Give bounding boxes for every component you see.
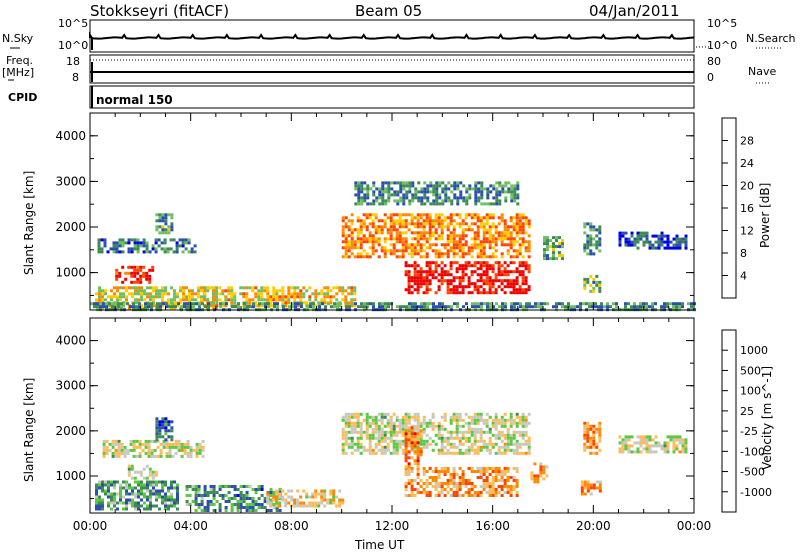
power-ytick-label: 4000 <box>55 129 86 143</box>
xtick-label: 00:00 <box>677 519 712 533</box>
power-tick-label: 4 <box>740 270 747 283</box>
power-region <box>155 213 174 235</box>
date-title: 04/Jan/2011 <box>589 2 680 20</box>
power-tick-label: 16 <box>740 202 754 215</box>
power-ytick-label: 2000 <box>55 220 86 234</box>
velocity-tick-label: 100 <box>740 385 761 398</box>
nsky-tick-high: 10^5 <box>58 17 89 30</box>
velocity-region <box>404 467 519 497</box>
power-region <box>618 231 688 250</box>
velocity-region <box>580 480 602 496</box>
power-ylabel: Slant Range [km] <box>22 170 36 275</box>
freq-unit-label: [MHz] <box>2 66 35 79</box>
velocity-ytick-label: 1000 <box>55 469 86 483</box>
velocity-region <box>127 464 158 480</box>
power-region <box>543 236 564 261</box>
power-region <box>97 238 197 254</box>
velocity-tick-label: -25 <box>740 425 758 438</box>
cpid-mode: normal 150 <box>96 93 173 107</box>
xtick-label: 12:00 <box>375 519 410 533</box>
velocity-region <box>341 412 531 455</box>
xtick-label: 16:00 <box>475 519 510 533</box>
velocity-tick-label: 500 <box>740 364 761 377</box>
velocity-region <box>155 417 174 442</box>
velocity-region <box>404 426 423 469</box>
nsky-line <box>89 31 695 40</box>
freq-tick-high: 18 <box>66 55 80 68</box>
velocity-tick-label: -1000 <box>740 486 772 499</box>
station-title: Stokkseyri (fitACF) <box>90 2 230 20</box>
velocity-colorbar-label: Velocity [m s^-1] <box>760 365 774 470</box>
xtick-label: 04:00 <box>173 519 208 533</box>
xtick-label: 20:00 <box>576 519 611 533</box>
power-region <box>341 213 531 259</box>
velocity-region <box>102 439 205 458</box>
velocity-region <box>95 480 179 511</box>
nsearch-tick-low: 10^0 <box>707 39 738 52</box>
velocity-ytick-label: 2000 <box>55 424 86 438</box>
xtick-label: 00:00 <box>73 519 108 533</box>
freq-label: Freq. <box>6 54 34 67</box>
power-region <box>583 274 602 293</box>
freq-tick-low: 8 <box>72 71 79 84</box>
nsky-label: N.Sky <box>2 32 34 45</box>
velocity-region <box>583 421 602 455</box>
velocity-tick-label: 25 <box>740 405 754 418</box>
xaxis-label: Time UT <box>355 538 405 552</box>
power-tick-label: 20 <box>740 180 754 193</box>
power-frame <box>89 112 695 311</box>
velocity-tick-label: -500 <box>740 466 765 479</box>
velocity-region <box>185 485 282 512</box>
power-region <box>115 265 155 284</box>
cpid-label: CPID <box>8 91 38 104</box>
velocity-frame <box>89 317 695 514</box>
nsearch-label: N.Search <box>746 32 796 45</box>
velocity-tick-label: -100 <box>740 445 765 458</box>
power-tick-label: 8 <box>740 247 747 260</box>
power-ytick-label: 3000 <box>55 174 86 188</box>
nave-label: Nave <box>748 65 777 78</box>
beam-title: Beam 05 <box>355 2 423 20</box>
velocity-region <box>530 462 549 484</box>
nave-tick-low: 0 <box>707 71 714 84</box>
velocity-tick-label: 1000 <box>740 344 768 357</box>
velocity-colorbar: 1000 500 100 25 -25 -100 -500 -1000 <box>721 329 772 513</box>
power-region <box>404 261 531 295</box>
power-colorbar-label: Power [dB] <box>758 182 772 248</box>
nsky-tick-low: 10^0 <box>58 39 89 52</box>
power-tick-label: 28 <box>740 135 754 148</box>
power-ytick-label: 1000 <box>55 266 86 280</box>
velocity-ytick-label: 4000 <box>55 334 86 348</box>
nave-tick-high: 80 <box>707 55 721 68</box>
velocity-panel: 1000 2000 3000 4000 <box>55 317 695 514</box>
power-tick-label: 24 <box>740 157 754 170</box>
power-tick-label: 12 <box>740 225 754 238</box>
velocity-region <box>618 435 688 454</box>
nsearch-tick-high: 10^5 <box>707 17 738 30</box>
velocity-ylabel: Slant Range [km] <box>22 377 36 482</box>
power-region <box>583 222 602 256</box>
velocity-frame <box>721 329 737 513</box>
freq-panel-frame <box>89 54 695 84</box>
power-region <box>354 181 520 206</box>
power-panel: 1000 2000 3000 4000 <box>55 112 696 312</box>
velocity-region <box>266 489 345 508</box>
velocity-ytick-label: 3000 <box>55 379 86 393</box>
power-colorbar: 4 8 12 16 20 24 28 <box>721 117 754 299</box>
cpid-panel-frame <box>89 85 695 109</box>
xtick-label: 08:00 <box>274 519 309 533</box>
